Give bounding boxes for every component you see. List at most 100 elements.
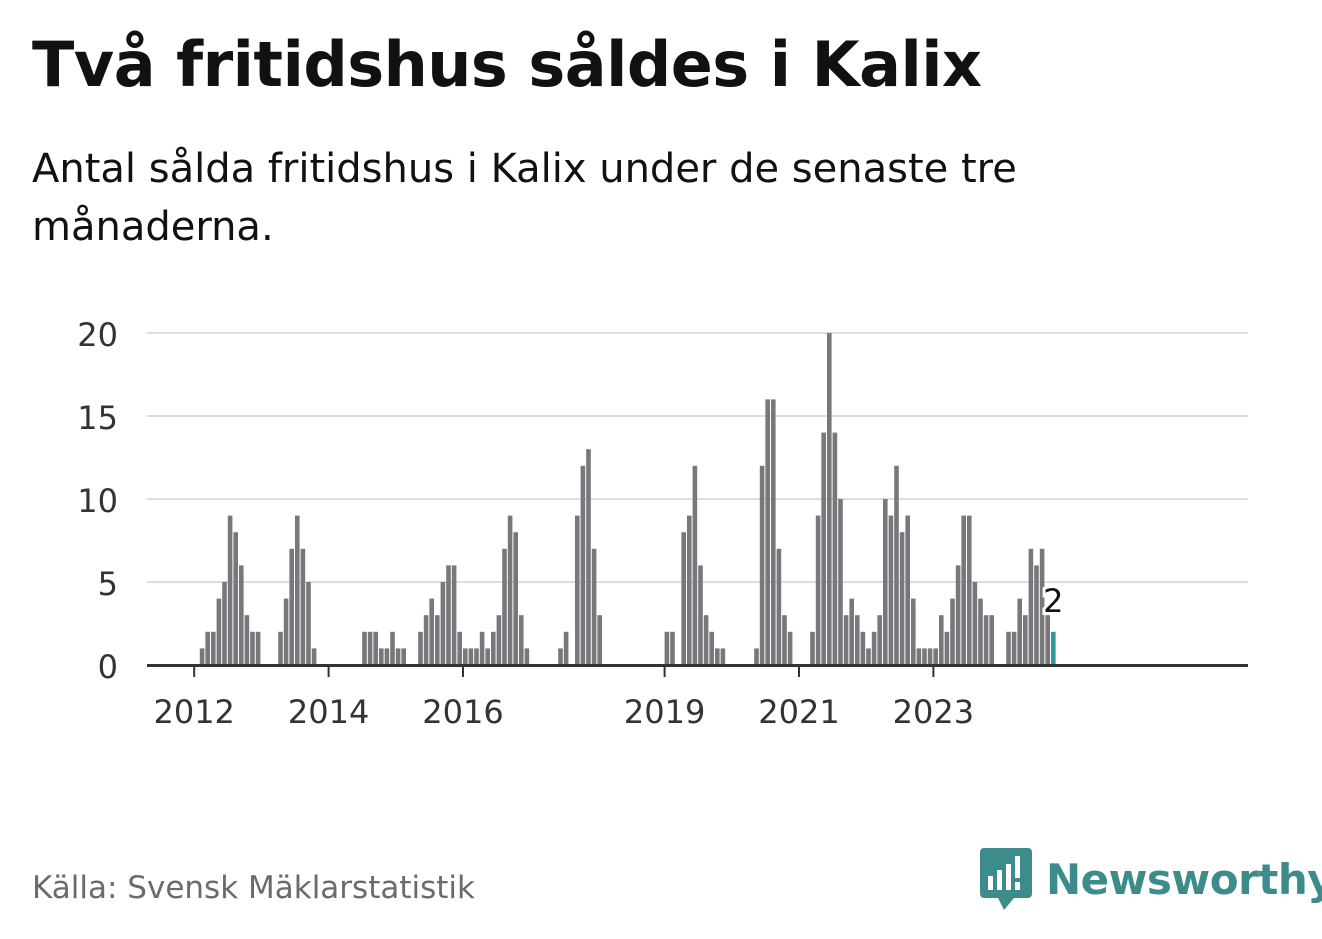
bar (709, 631, 714, 665)
bar (883, 499, 888, 665)
bar (384, 648, 390, 665)
bar (703, 615, 709, 665)
bar (1034, 565, 1039, 665)
bar (390, 631, 395, 665)
bar (373, 631, 378, 665)
bar (855, 615, 860, 665)
bar (233, 532, 238, 665)
bar (978, 598, 983, 665)
bar (211, 631, 216, 665)
bar (216, 598, 222, 665)
bar (597, 615, 602, 665)
bar (457, 631, 462, 665)
chart-title: Två fritidshus såldes i Kalix (32, 28, 982, 101)
bar (664, 631, 670, 665)
bar (502, 548, 507, 665)
bar (815, 515, 821, 665)
bar (681, 532, 686, 665)
bar (519, 615, 524, 665)
bar (810, 631, 815, 665)
bar (558, 648, 563, 665)
bar (911, 598, 916, 665)
bar (255, 631, 261, 665)
bar (860, 631, 866, 665)
y-axis-ticks: 0 5 10 15 20 (77, 316, 118, 686)
bar (950, 598, 955, 665)
newsworthy-logo-icon (980, 848, 1032, 910)
bar (866, 648, 871, 665)
bar (222, 582, 227, 665)
bar (955, 565, 961, 665)
y-tick-label: 5 (98, 565, 118, 603)
bar (496, 615, 502, 665)
bar (239, 565, 244, 665)
bar (687, 515, 692, 665)
x-tick-label: 2016 (422, 693, 503, 731)
annotations: 2 (1040, 579, 1066, 623)
bar (423, 615, 429, 665)
bar (759, 465, 765, 665)
bar (306, 582, 311, 665)
y-tick-label: 0 (98, 648, 118, 686)
bar (468, 648, 474, 665)
bar (933, 648, 938, 665)
gridlines (147, 332, 1248, 583)
x-axis-ticks: 2012 2014 2016 2019 2021 2023 (153, 665, 974, 731)
y-tick-label: 20 (77, 316, 118, 354)
bar (888, 515, 894, 665)
bar (227, 515, 233, 665)
bars (199, 333, 1056, 665)
bar (782, 615, 787, 665)
bar (278, 631, 283, 665)
bar (821, 432, 826, 665)
bar (379, 648, 384, 665)
bar (838, 499, 843, 665)
bar (894, 465, 899, 665)
bar (591, 548, 597, 665)
chart-subtitle: Antal sålda fritidshus i Kalix under de … (32, 146, 1017, 250)
bar (670, 631, 675, 665)
bar (563, 631, 569, 665)
bar (513, 532, 518, 665)
bar (451, 565, 457, 665)
bar-chart: 0 5 10 15 20 2012 2014 2016 2019 2021 2023 2 (77, 316, 1248, 731)
bar (244, 615, 250, 665)
bar (485, 648, 490, 665)
x-tick-label: 2019 (624, 693, 705, 731)
bar (395, 648, 401, 665)
bar (961, 515, 966, 665)
bar (787, 631, 793, 665)
bar (776, 548, 782, 665)
bar-highlight (1051, 631, 1056, 665)
bar (832, 432, 838, 665)
bar (922, 648, 927, 665)
bar (827, 333, 832, 665)
x-tick-label: 2012 (153, 693, 234, 731)
bar (507, 515, 513, 665)
y-tick-label: 15 (77, 399, 118, 437)
x-tick-label: 2021 (758, 693, 839, 731)
bar (580, 465, 586, 665)
bar (586, 449, 591, 665)
bar (289, 548, 294, 665)
bar (1039, 548, 1045, 665)
brand-name: Newsworthy (1046, 854, 1322, 904)
bar (765, 399, 770, 665)
bar (1017, 598, 1022, 665)
y-tick-label: 10 (77, 482, 118, 520)
bar (989, 615, 994, 665)
bar (692, 465, 698, 665)
bar (575, 515, 580, 665)
bar (905, 515, 910, 665)
bar (311, 648, 317, 665)
bar (479, 631, 485, 665)
bar (401, 648, 406, 665)
bar (698, 565, 703, 665)
bar (524, 648, 530, 665)
bar (871, 631, 877, 665)
bar (474, 648, 479, 665)
bar (250, 631, 255, 665)
source-note: Källa: Svensk Mäklarstatistik (32, 870, 475, 906)
bar (440, 582, 446, 665)
bar (720, 648, 726, 665)
